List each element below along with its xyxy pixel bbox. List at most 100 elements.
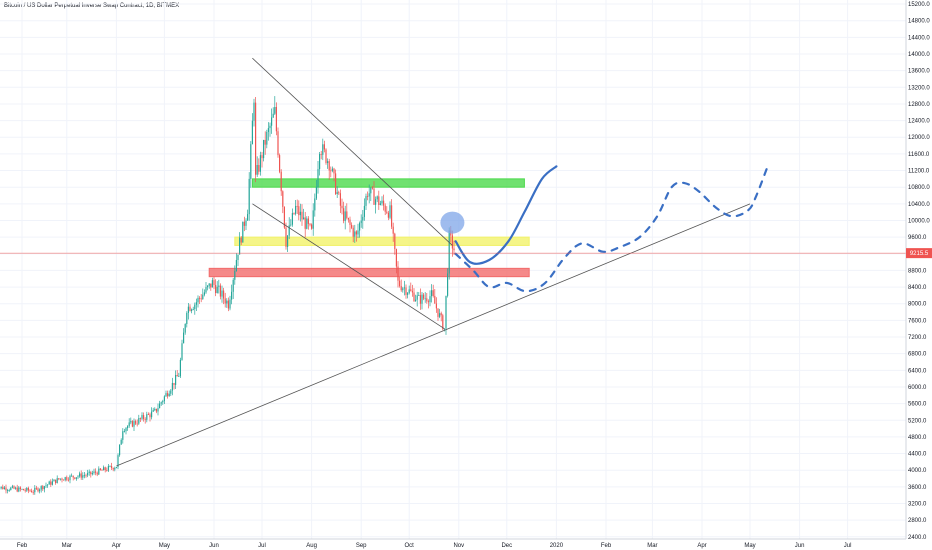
price-badge-label: 9215.5 xyxy=(910,251,929,257)
trendline xyxy=(252,203,445,330)
candle-body xyxy=(143,415,145,420)
candle-body xyxy=(165,393,167,397)
candle-body xyxy=(251,120,253,145)
candle-body xyxy=(221,290,223,297)
candle-body xyxy=(271,117,273,126)
candle-body xyxy=(111,466,113,469)
candle-body xyxy=(264,139,266,145)
candle-body xyxy=(93,471,95,474)
candle-body xyxy=(291,213,293,225)
candle-body xyxy=(322,144,324,155)
candle-body xyxy=(232,279,234,292)
candle-body xyxy=(344,211,346,221)
candle-body xyxy=(192,309,194,310)
candle-body xyxy=(448,230,450,274)
candle-body xyxy=(229,299,231,309)
candle-body xyxy=(187,306,189,313)
candle-body xyxy=(5,487,7,491)
y-tick-label: 14800.0 xyxy=(908,19,930,25)
candle-body xyxy=(279,155,281,172)
candle-body xyxy=(125,428,127,432)
x-tick-label: Nov xyxy=(453,543,464,549)
candle-body xyxy=(10,487,12,491)
candle-body xyxy=(370,187,372,194)
candle-body xyxy=(163,396,165,402)
candle-body xyxy=(373,188,375,205)
candle-body xyxy=(31,490,33,493)
candle-body xyxy=(431,290,433,297)
candle-body xyxy=(211,280,213,288)
candle-body xyxy=(29,490,31,492)
candle-body xyxy=(120,439,122,445)
candle-body xyxy=(8,490,10,491)
candle-body xyxy=(418,295,420,296)
candle-body xyxy=(114,468,116,470)
candle-body xyxy=(376,196,378,200)
candle-body xyxy=(216,286,218,293)
candle-body xyxy=(248,178,250,215)
candle-body xyxy=(58,478,60,480)
projection-paths xyxy=(440,165,769,293)
candle-body xyxy=(280,171,282,192)
candle-body xyxy=(138,418,140,424)
candle-body xyxy=(266,131,268,145)
candle-body xyxy=(285,227,287,247)
candle-body xyxy=(45,485,47,487)
candle-body xyxy=(27,487,29,491)
candle-body xyxy=(386,211,388,213)
candle-body xyxy=(346,211,348,218)
candle-body xyxy=(69,475,71,481)
horizontal-zones xyxy=(208,178,530,278)
candle-body xyxy=(424,298,426,300)
candle-body xyxy=(130,421,132,423)
candle-body xyxy=(227,300,229,309)
candle-body xyxy=(179,359,181,377)
candle-body xyxy=(224,298,226,304)
candle-body xyxy=(443,328,445,330)
candle-body xyxy=(175,375,177,385)
candle-body xyxy=(288,225,290,236)
candle-body xyxy=(18,487,20,492)
candle-body xyxy=(335,173,337,194)
candle-body xyxy=(152,409,154,412)
y-tick-label: 3600.0 xyxy=(908,485,927,491)
candle-body xyxy=(194,304,196,310)
candlesticks xyxy=(0,96,455,495)
candle-body xyxy=(184,324,186,333)
candle-body xyxy=(367,196,369,197)
candle-body xyxy=(301,211,303,220)
x-tick-label: Feb xyxy=(17,543,28,549)
chart-title: Bitcoin / US Dollar Perpetual Inverse Sw… xyxy=(4,3,180,9)
candle-body xyxy=(439,313,441,317)
y-tick-label: 5200.0 xyxy=(908,418,927,424)
candle-body xyxy=(203,292,205,295)
candle-body xyxy=(243,221,245,226)
y-tick-label: 4800.0 xyxy=(908,435,927,441)
candle-body xyxy=(24,490,26,492)
candle-body xyxy=(98,468,100,475)
candle-body xyxy=(47,484,49,486)
y-tick-label: 4000.0 xyxy=(908,468,927,474)
candle-body xyxy=(56,478,58,484)
candle-body xyxy=(378,196,380,205)
candle-body xyxy=(387,212,389,218)
candle-body xyxy=(37,488,39,492)
candle-body xyxy=(282,191,284,207)
x-tick-label: Apr xyxy=(697,543,706,549)
candle-body xyxy=(144,419,146,420)
candle-body xyxy=(32,492,34,493)
candle-body xyxy=(39,489,41,492)
candle-body xyxy=(427,301,429,303)
candle-body xyxy=(315,186,317,199)
candle-body xyxy=(391,205,393,227)
yellow-zone xyxy=(234,236,530,246)
candle-body xyxy=(162,401,164,403)
candle-body xyxy=(234,271,236,280)
candle-body xyxy=(168,393,170,397)
candle-body xyxy=(240,237,242,243)
candle-body xyxy=(299,211,301,216)
candle-body xyxy=(2,486,4,490)
candle-body xyxy=(0,486,2,488)
candle-body xyxy=(274,106,276,114)
